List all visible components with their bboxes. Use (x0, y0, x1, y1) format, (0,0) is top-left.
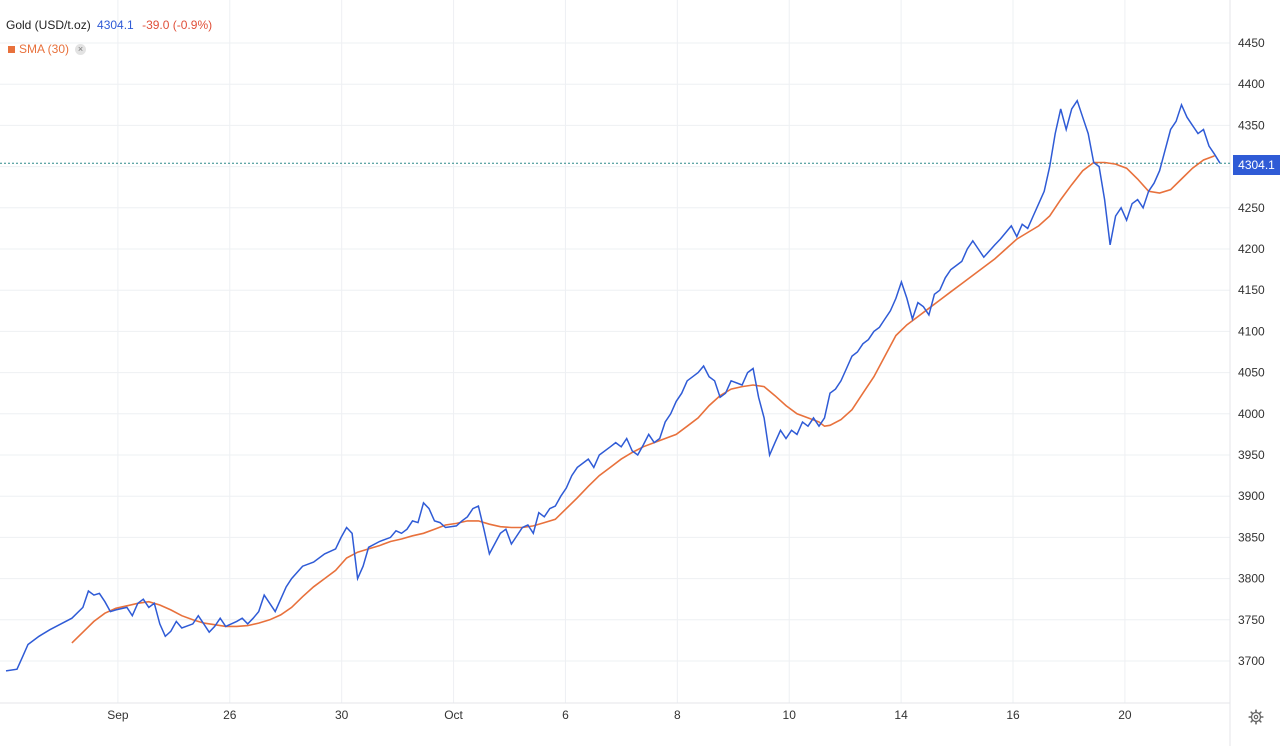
y-tick-label: 3750 (1238, 613, 1265, 627)
y-tick-label: 4150 (1238, 283, 1265, 297)
x-tick-label: 26 (223, 708, 237, 722)
y-tick-label: 4350 (1238, 118, 1265, 132)
y-tick-label: 4250 (1238, 201, 1265, 215)
y-tick-label: 4100 (1238, 324, 1265, 338)
x-tick-label: 8 (674, 708, 681, 722)
sma-color-swatch (8, 45, 15, 53)
last-price-tag: 4304.1 (1233, 155, 1280, 175)
chart-grid (0, 0, 1230, 703)
instrument-name: Gold (USD/t.oz) (6, 18, 91, 32)
gear-icon[interactable] (1248, 709, 1264, 725)
last-price-value: 4304.1 (97, 18, 134, 32)
y-tick-label: 4050 (1238, 366, 1265, 380)
y-tick-label: 4400 (1238, 77, 1265, 91)
price-line (5, 99, 1221, 672)
sma-legend[interactable]: SMA (30) × (8, 42, 87, 56)
x-axis: Sep 26 30 Oct 6 8 10 14 16 20 (107, 708, 1132, 722)
y-tick-label: 3800 (1238, 572, 1265, 586)
price-change: -39.0 (-0.9%) (142, 18, 213, 32)
instrument-legend: Gold (USD/t.oz) 4304.1 -39.0 (-0.9%) (6, 18, 212, 32)
x-tick-label: 6 (562, 708, 569, 722)
y-tick-label: 3850 (1238, 530, 1265, 544)
y-tick-label: 4450 (1238, 36, 1265, 50)
x-tick-label: 30 (335, 708, 349, 722)
y-axis: 3700 3750 3800 3850 3900 3950 4000 4050 4100 4150… (1238, 36, 1265, 668)
sma-line (71, 155, 1215, 644)
sma-legend-label: SMA (30) (19, 42, 70, 56)
y-tick-label: 4000 (1238, 407, 1265, 421)
y-tick-label: 3700 (1238, 654, 1265, 668)
x-tick-label: 20 (1118, 708, 1132, 722)
x-tick-label: 10 (783, 708, 797, 722)
y-tick-label: 4200 (1238, 242, 1265, 256)
y-tick-label: 3950 (1238, 448, 1265, 462)
x-tick-label: 16 (1006, 708, 1020, 722)
remove-sma-icon[interactable]: × (75, 43, 87, 55)
y-tick-label: 3900 (1238, 489, 1265, 503)
x-tick-label: Oct (444, 708, 463, 722)
x-tick-label: 14 (894, 708, 908, 722)
x-tick-label: Sep (107, 708, 129, 722)
